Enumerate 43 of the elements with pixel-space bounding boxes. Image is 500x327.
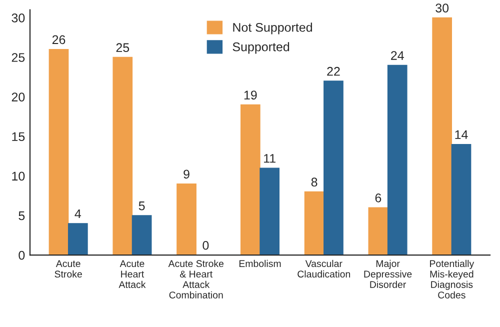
data-label: 11 — [264, 154, 276, 163]
data-label: 9 — [184, 170, 190, 179]
x-tick-label: Potentially Mis-keyed Diagnosis Codes — [430, 260, 474, 298]
data-label: 4 — [74, 209, 82, 218]
data-label: 24 — [391, 51, 404, 60]
y-tick-label: 5 — [18, 211, 25, 220]
bar — [132, 215, 152, 256]
bar — [368, 207, 388, 256]
x-tick-label: Acute Stroke & Heart Attack Combination — [168, 260, 224, 298]
data-label: 0 — [202, 240, 209, 250]
bar — [240, 104, 260, 256]
x-tick-label: Major Depressive Disorder — [364, 260, 412, 288]
bar — [260, 168, 280, 256]
legend-label: Not Supported — [233, 22, 312, 34]
y-tick-label: 25 — [12, 53, 25, 62]
legend-label: Supported — [232, 42, 290, 54]
data-label: 8 — [311, 178, 318, 187]
bar — [432, 17, 452, 256]
x-tick-label: Vascular Claudication — [298, 260, 350, 278]
data-label: 14 — [455, 130, 468, 139]
y-tick-label: 30 — [12, 14, 25, 22]
x-tick-label: Embolism — [239, 260, 281, 268]
y-tick-label: 10 — [12, 172, 25, 181]
data-label: 5 — [138, 202, 145, 210]
data-label: 22 — [327, 66, 340, 76]
bar — [324, 80, 344, 256]
bar — [387, 64, 408, 256]
y-tick-label: 15 — [12, 132, 25, 142]
x-tick-label: Acute Heart Attack — [118, 260, 146, 288]
bar — [68, 223, 88, 256]
data-label: 19 — [244, 90, 257, 100]
data-label: 25 — [116, 43, 130, 52]
bar — [176, 184, 196, 256]
data-label: 6 — [375, 193, 382, 202]
x-tick-label: Acute Stroke — [54, 260, 82, 278]
bar — [304, 191, 324, 256]
bar — [451, 144, 472, 256]
data-label: 30 — [436, 4, 449, 12]
bar — [112, 56, 133, 256]
y-tick-label: 20 — [12, 92, 25, 102]
data-label: 26 — [52, 35, 66, 44]
y-tick-label: 0 — [18, 250, 25, 260]
bar — [48, 49, 69, 256]
